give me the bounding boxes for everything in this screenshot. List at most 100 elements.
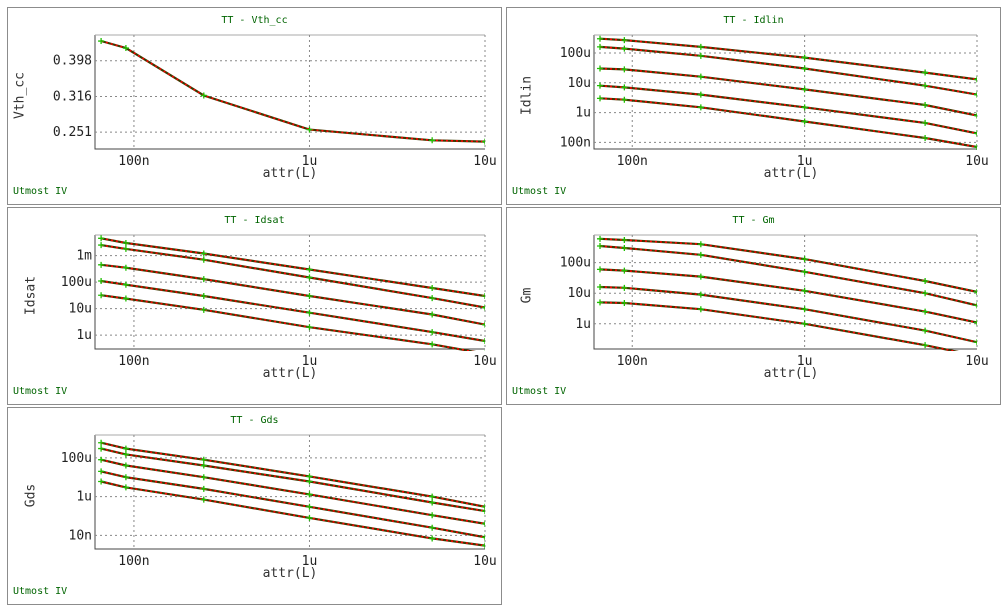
footer-label: Utmost IV — [512, 386, 567, 397]
data-point — [801, 54, 808, 61]
data-point — [200, 276, 207, 283]
series-line — [100, 441, 485, 508]
series-line-dashed — [599, 46, 977, 96]
data-point — [429, 311, 436, 318]
series-line — [100, 39, 485, 143]
data-point — [200, 485, 207, 492]
plot-area: 100n 1u 10u 100u 10u 1u — [560, 234, 989, 369]
data-point — [697, 251, 704, 258]
chart-panel-gds: TT - Gds Gds 100n 1u 10u 100u 1u 10n attr(L) … — [7, 407, 502, 605]
data-point — [306, 292, 313, 299]
footer-label: Utmost IV — [13, 586, 68, 597]
x-tick-label: 10u — [473, 554, 496, 569]
chart-title: TT - Idlin — [723, 15, 784, 26]
y-tick-label: 100u — [61, 275, 92, 290]
data-point — [621, 284, 628, 291]
series-line-dashed — [100, 447, 485, 512]
data-point — [122, 264, 129, 271]
data-point — [596, 266, 603, 273]
axes-frame — [94, 235, 485, 350]
data-point — [596, 299, 603, 306]
series-line-dashed — [100, 280, 485, 342]
series-line-dashed — [100, 458, 485, 525]
data-point — [922, 69, 929, 76]
series-line-dashed — [599, 268, 977, 324]
data-point — [596, 95, 603, 102]
data-point — [596, 235, 603, 242]
series-line-dashed — [100, 470, 485, 539]
x-tick-label: 10u — [965, 354, 988, 369]
y-tick-label: 10n — [69, 528, 92, 543]
series-line — [599, 244, 977, 307]
data-point — [429, 535, 436, 542]
data-point — [429, 329, 436, 336]
series-line — [599, 268, 977, 324]
series-line-dashed — [100, 237, 485, 297]
data-point — [98, 292, 105, 299]
data-point — [621, 37, 628, 44]
axes-frame — [94, 35, 485, 150]
data-point — [306, 473, 313, 480]
data-point — [482, 503, 485, 510]
data-point — [122, 295, 129, 302]
footer-label: Utmost IV — [13, 186, 68, 197]
y-tick-label: 1u — [76, 328, 92, 343]
data-point — [306, 324, 313, 331]
series-line-dashed — [101, 264, 485, 326]
data-point — [98, 456, 105, 463]
x-tick-label: 100n — [118, 554, 149, 569]
footer-label: Utmost IV — [512, 186, 567, 197]
data-point — [922, 290, 929, 297]
data-point — [306, 126, 313, 133]
data-point — [98, 242, 105, 249]
series-line-dashed — [599, 286, 977, 343]
data-point — [974, 144, 977, 151]
x-axis-label: attr(L) — [763, 166, 819, 181]
y-tick-label: 100u — [61, 451, 92, 466]
data-point — [801, 86, 808, 93]
chart-title: TT - Gm — [732, 215, 775, 226]
x-tick-label: 10u — [965, 154, 988, 169]
series-line — [599, 237, 977, 293]
data-point — [482, 508, 485, 515]
data-point — [621, 96, 628, 103]
series-line-dashed — [599, 84, 977, 135]
series-line — [599, 67, 977, 117]
data-point — [482, 292, 485, 299]
data-point — [801, 320, 808, 327]
data-point — [306, 266, 313, 273]
series-line-dashed — [100, 40, 485, 143]
series-line-dashed — [599, 238, 977, 293]
series-line — [599, 285, 977, 344]
data-point — [697, 52, 704, 59]
chart-panel-idsat: TT - Idsat Idsat 100n 1u 10u 1m 100u 10u 1u at… — [7, 207, 502, 405]
data-point — [429, 499, 436, 506]
data-point — [697, 73, 704, 80]
data-point — [596, 283, 603, 290]
data-point — [922, 101, 929, 108]
footer-label: Utmost IV — [13, 386, 68, 397]
data-point — [922, 342, 929, 349]
data-point — [98, 445, 105, 452]
data-point — [200, 456, 207, 463]
data-point — [200, 92, 207, 99]
data-point — [122, 445, 129, 452]
series-line-dashed — [599, 97, 977, 148]
x-tick-label: 10u — [473, 154, 496, 169]
series-line-dashed — [100, 480, 485, 547]
data-point — [974, 339, 977, 346]
y-tick-label: 100n — [560, 135, 591, 150]
x-tick-label: 1u — [302, 354, 318, 369]
series-group — [98, 38, 485, 145]
data-point — [974, 302, 977, 309]
axes-frame — [593, 35, 977, 150]
data-point — [98, 38, 105, 45]
data-point — [697, 291, 704, 298]
data-point — [200, 256, 207, 263]
data-point — [306, 491, 313, 498]
data-point — [306, 309, 313, 316]
series-line-dashed — [599, 245, 977, 307]
chart-panel-idlin: TT - Idlin Idlin 100n 1u 10u 100u 10u 1u 100n … — [506, 7, 1001, 205]
data-point — [801, 104, 808, 111]
data-point — [801, 65, 808, 72]
